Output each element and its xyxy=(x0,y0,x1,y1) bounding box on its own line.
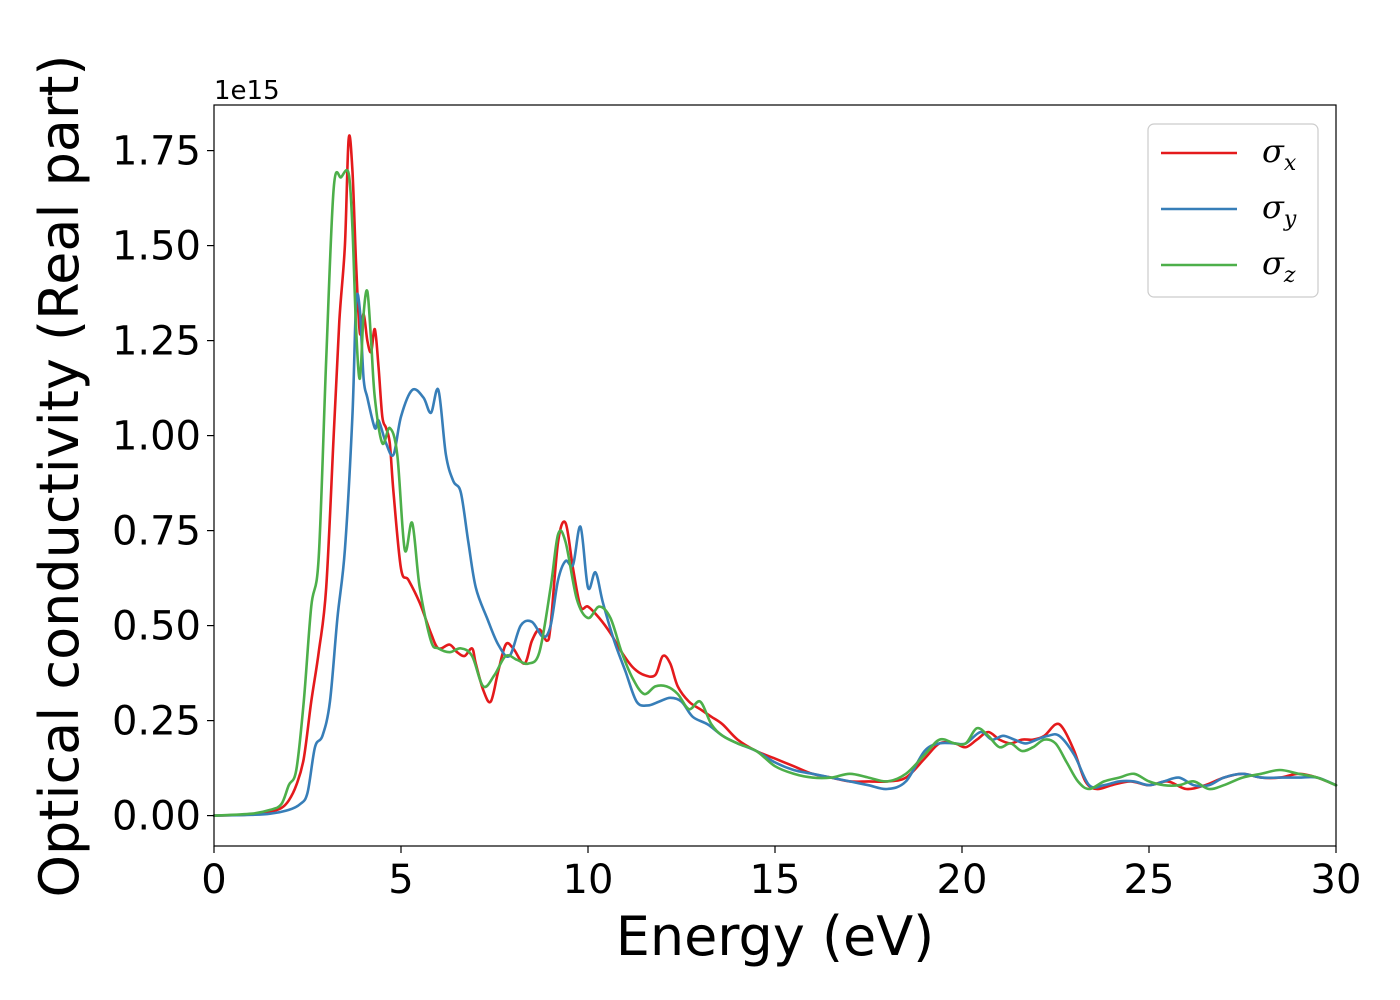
y-axis-title: Optical conductivity (Real part) xyxy=(28,55,91,898)
y-tick-label: 0.50 xyxy=(112,604,201,650)
legend-label-z: σz xyxy=(1262,244,1296,288)
x-tick-label: 20 xyxy=(937,857,988,903)
y-tick-label: 1.75 xyxy=(112,129,201,175)
x-axis-ticks: 0 5 10 15 20 25 30 xyxy=(201,846,1361,903)
y-tick-label: 1.25 xyxy=(112,319,201,365)
series-line-y xyxy=(212,292,1338,817)
legend-box xyxy=(1147,123,1319,298)
x-tick-label: 10 xyxy=(563,857,614,903)
x-tick-label: 0 xyxy=(201,857,226,903)
x-tick-label: 15 xyxy=(750,857,801,903)
legend: σx σy σz xyxy=(1147,123,1319,298)
y-tick-label: 0.00 xyxy=(112,794,201,840)
x-tick-label: 5 xyxy=(388,857,413,903)
legend-label-x: σx xyxy=(1262,132,1297,176)
x-tick-label: 25 xyxy=(1124,857,1175,903)
legend-label-y: σy xyxy=(1262,188,1297,232)
series-line-z xyxy=(212,168,1338,817)
series-line-x xyxy=(212,134,1338,817)
y-tick-label: 0.75 xyxy=(112,509,201,555)
y-tick-label: 0.25 xyxy=(112,699,201,745)
y-axis-ticks: 0.00 0.25 0.50 0.75 1.00 1.25 1.50 1.75 xyxy=(112,129,214,840)
y-offset-label: 1e15 xyxy=(214,76,280,106)
x-tick-label: 30 xyxy=(1311,857,1362,903)
y-tick-label: 1.00 xyxy=(112,414,201,460)
y-tick-label: 1.50 xyxy=(112,224,201,270)
x-axis-title: Energy (eV) xyxy=(616,905,935,968)
series-layer xyxy=(212,134,1338,817)
legend-entries: σx σy σz xyxy=(1161,132,1297,288)
